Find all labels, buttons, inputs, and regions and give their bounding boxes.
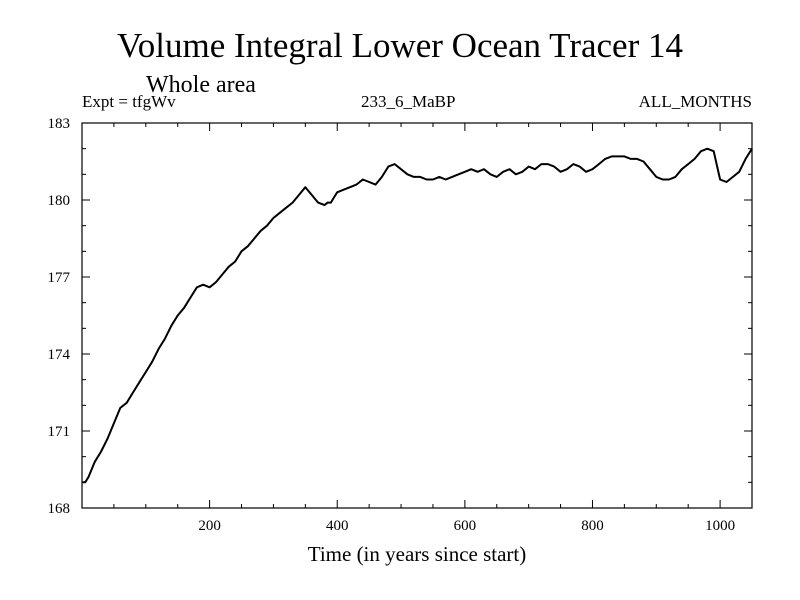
x-tick-label: 400 [326,518,349,534]
y-tick-label: 168 [48,501,71,517]
y-tick-label: 180 [48,193,71,209]
series-line [82,147,753,484]
plot-frame [81,122,753,509]
x-tick-label: 200 [198,518,221,534]
months-label: ALL_MONTHS [638,92,752,111]
y-tick-label: 174 [48,347,71,363]
x-axis-label: Time (in years since start) [308,542,527,566]
period-label: 233_6_MaBP [361,92,456,111]
chart-title: Volume Integral Lower Ocean Tracer 14 [117,26,683,65]
axis-ticks [82,123,752,508]
y-tick-label: 183 [48,116,71,132]
y-tick-label: 171 [48,424,71,440]
x-tick-label: 600 [454,518,477,534]
tick-labels: 200 400 600 800 1000 168 171 174 177 180 183 [48,116,736,534]
x-tick-label: 1000 [705,518,735,534]
x-tick-label: 800 [581,518,604,534]
experiment-label: Expt = tfgWv [82,92,176,111]
chart-subtitle: Whole area [146,72,256,98]
y-tick-label: 177 [48,270,71,286]
